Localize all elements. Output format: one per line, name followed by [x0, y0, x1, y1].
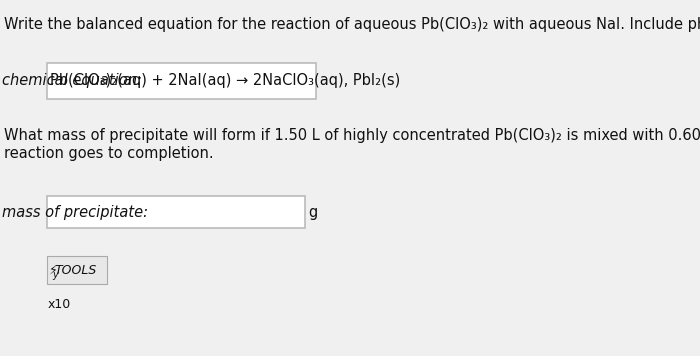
FancyBboxPatch shape [46, 63, 316, 99]
Text: ⚡: ⚡ [49, 263, 57, 277]
Text: Write the balanced equation for the reaction of aqueous Pb(ClO₃)₂ with aqueous N: Write the balanced equation for the reac… [4, 17, 700, 32]
Text: g: g [308, 204, 318, 220]
Text: Pb(ClO₃)₂(aq) + 2NaI(aq) → 2NaClO₃(aq), PbI₂(s): Pb(ClO₃)₂(aq) + 2NaI(aq) → 2NaClO₃(aq), … [50, 73, 400, 89]
Text: TOOLS: TOOLS [55, 263, 97, 277]
Text: reaction goes to completion.: reaction goes to completion. [4, 146, 214, 161]
FancyBboxPatch shape [46, 256, 107, 284]
Text: x10: x10 [48, 298, 71, 311]
Text: y: y [52, 270, 58, 280]
Text: What mass of precipitate will form if 1.50 L of highly concentrated Pb(ClO₃)₂ is: What mass of precipitate will form if 1.… [4, 128, 700, 143]
FancyBboxPatch shape [46, 196, 304, 228]
Text: chemical equation:: chemical equation: [2, 73, 141, 89]
Text: mass of precipitate:: mass of precipitate: [2, 204, 148, 220]
